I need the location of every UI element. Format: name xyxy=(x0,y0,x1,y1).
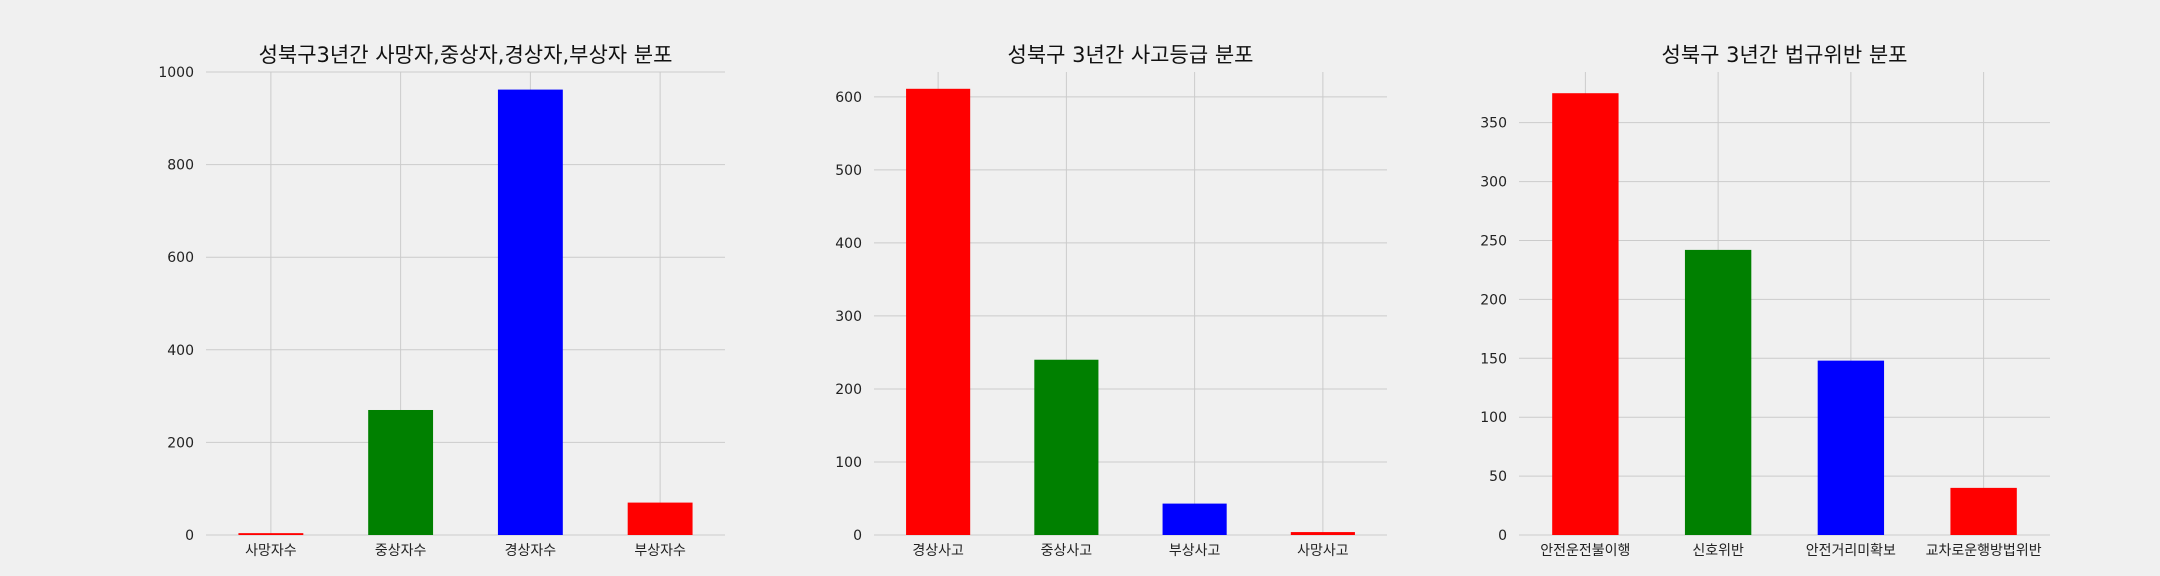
y-tick-label: 0 xyxy=(853,528,862,544)
x-tick-label: 사망사고 xyxy=(1297,543,1349,559)
y-tick-label: 100 xyxy=(1480,410,1507,426)
bar-3 xyxy=(497,89,563,536)
x-tick-label: 안전운전불이행 xyxy=(1540,543,1630,559)
y-tick-label: 200 xyxy=(167,435,194,451)
y-tick-label: 200 xyxy=(1480,292,1507,308)
y-tick-label: 500 xyxy=(835,163,862,179)
bar-1 xyxy=(238,533,304,535)
bar-4 xyxy=(1950,487,2017,535)
chart-violation-distribution: 0 50 100 150 200 250 300 350 안전운전불이행 신호위반 안전거리미확보 교… xyxy=(1480,43,2050,559)
y-tick-label: 350 xyxy=(1480,116,1507,132)
bar-3 xyxy=(1817,360,1885,535)
y-tick-label: 1000 xyxy=(158,65,194,81)
bar-2 xyxy=(1034,359,1099,535)
bar-1 xyxy=(1552,93,1619,535)
chart-title: 성북구 3년간 법규위반 분포 xyxy=(1662,43,1908,67)
y-tick-label: 50 xyxy=(1489,469,1507,485)
y-tick-label: 400 xyxy=(167,343,194,359)
chart-title: 성북구3년간 사망자,중상자,경상자,부상자 분포 xyxy=(259,43,673,67)
x-tick-label: 경상사고 xyxy=(912,543,964,559)
bar-4 xyxy=(627,502,693,535)
x-tick-label: 중상사고 xyxy=(1041,543,1093,559)
bar-1 xyxy=(906,88,971,535)
x-tick-label: 사망자수 xyxy=(245,543,297,559)
y-tick-label: 200 xyxy=(835,382,862,398)
y-tick-label: 100 xyxy=(835,455,862,471)
y-tick-label: 400 xyxy=(835,236,862,252)
x-tick-label: 부상자수 xyxy=(634,543,686,559)
chart-casualty-distribution: 0 200 400 600 800 1000 사망자수 중상자수 경상자수 부상자수 성북구3년간 … xyxy=(158,43,725,559)
y-tick-label: 150 xyxy=(1480,351,1507,367)
x-tick-label: 신호위반 xyxy=(1692,543,1744,559)
bar-3 xyxy=(1162,503,1227,535)
bar-2 xyxy=(1684,249,1752,535)
x-tick-label: 경상자수 xyxy=(505,543,557,559)
x-tick-label: 중상자수 xyxy=(375,543,427,559)
y-tick-label: 300 xyxy=(1480,175,1507,191)
y-tick-label: 250 xyxy=(1480,233,1507,249)
x-tick-label: 부상사고 xyxy=(1169,543,1221,559)
x-tick-label: 안전거리미확보 xyxy=(1806,543,1896,559)
y-tick-label: 0 xyxy=(1498,528,1507,544)
y-tick-label: 600 xyxy=(835,90,862,106)
x-tick-label: 교차로운행방법위반 xyxy=(1926,543,2042,559)
y-tick-label: 0 xyxy=(185,528,194,544)
bar-4 xyxy=(1290,532,1355,535)
bar-2 xyxy=(368,409,434,535)
y-tick-label: 300 xyxy=(835,309,862,325)
y-tick-label: 800 xyxy=(167,158,194,174)
chart-title: 성북구 3년간 사고등급 분포 xyxy=(1008,43,1254,67)
chart-accident-grade-distribution: 0 100 200 300 400 500 600 경상사고 중상사고 부상사고 사망사고 성북구 3… xyxy=(835,43,1387,559)
y-tick-label: 600 xyxy=(167,250,194,266)
